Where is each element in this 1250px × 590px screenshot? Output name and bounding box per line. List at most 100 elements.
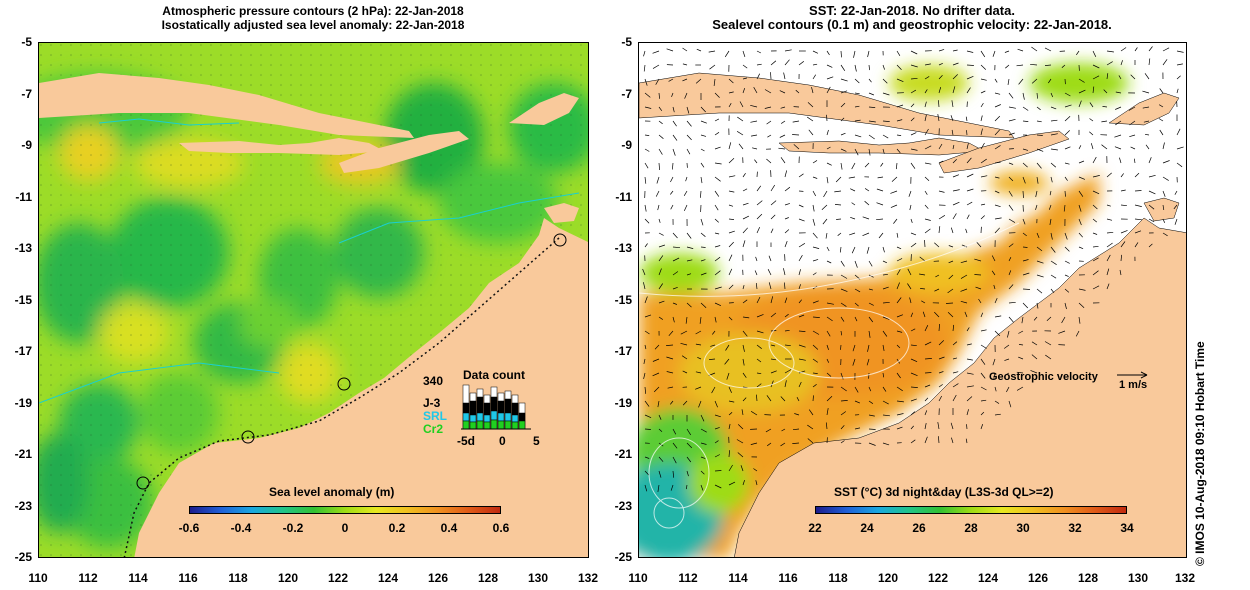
velocity-arrow (742, 344, 745, 352)
velocity-arrow (840, 425, 845, 430)
velocity-arrow (948, 260, 954, 264)
right-xtick: 114 (728, 571, 748, 585)
velocity-arrow (670, 204, 674, 210)
velocity-arrow (1106, 242, 1113, 248)
velocity-arrow (700, 134, 707, 137)
right-ytick: -9 (621, 138, 632, 152)
velocity-arrow (924, 358, 932, 360)
velocity-arrow (992, 358, 996, 366)
velocity-arrow (994, 161, 1001, 164)
velocity-arrow (1134, 190, 1142, 192)
velocity-arrow (714, 162, 722, 165)
velocity-arrow (950, 227, 954, 234)
velocity-arrow (877, 176, 884, 179)
velocity-arrow (808, 409, 814, 416)
velocity-arrow (644, 386, 647, 394)
velocity-arrow (896, 386, 903, 392)
left-ytick: -5 (21, 35, 32, 49)
velocity-arrow (924, 228, 931, 234)
sla-cbar-tick: 0 (341, 521, 349, 535)
velocity-arrow (980, 312, 984, 318)
velocity-arrow (700, 414, 705, 422)
velocity-arrow (1092, 64, 1100, 69)
right-xtick: 116 (778, 571, 798, 585)
velocity-arrow (938, 75, 943, 80)
right-ytick: -23 (614, 499, 632, 513)
velocity-arrow (714, 190, 720, 197)
velocity-arrow (1031, 341, 1038, 346)
velocity-arrow (868, 302, 874, 306)
velocity-arrow (672, 286, 678, 290)
velocity-arrow (658, 218, 661, 223)
velocity-arrow (812, 395, 814, 402)
velocity-arrow (1008, 243, 1014, 248)
velocity-arrow (976, 241, 982, 248)
velocity-arrow (924, 384, 931, 388)
velocity-arrow (1120, 204, 1127, 207)
velocity-arrow (947, 288, 954, 294)
velocity-arrow (714, 316, 717, 323)
velocity-arrow (882, 64, 885, 70)
velocity-arrow (658, 162, 660, 171)
velocity-arrow (728, 103, 732, 108)
velocity-arrow (1004, 50, 1010, 53)
velocity-arrow (728, 157, 735, 164)
velocity-arrow (882, 148, 885, 154)
velocity-arrow (812, 232, 818, 239)
velocity-arrow (714, 146, 721, 150)
velocity-arrow (1018, 330, 1024, 334)
velocity-arrow (938, 49, 945, 52)
velocity-arrow (756, 226, 761, 234)
velocity-arrow (890, 190, 898, 194)
velocity-arrow (1036, 162, 1042, 169)
velocity-arrow (854, 427, 861, 430)
velocity-arrow (938, 395, 943, 402)
velocity-arrow (798, 299, 802, 304)
velocity-arrow (764, 89, 772, 94)
velocity-arrow (728, 78, 734, 84)
velocity-arrow (666, 48, 674, 52)
right-xtick: 122 (927, 571, 949, 585)
velocity-arrow (868, 92, 875, 96)
velocity-arrow (750, 442, 758, 445)
velocity-arrow (854, 288, 861, 293)
right-xtick: 126 (1027, 571, 1049, 585)
velocity-arrow (910, 372, 918, 377)
velocity-arrow (864, 162, 870, 168)
velocity-arrow (756, 296, 761, 304)
velocity-arrow (742, 330, 748, 337)
velocity-arrow (682, 400, 688, 406)
velocity-arrow (685, 484, 688, 490)
velocity-arrow (1134, 47, 1138, 52)
velocity-arrow (952, 371, 959, 374)
velocity-arrow (754, 159, 758, 164)
velocity-arrow (755, 283, 758, 290)
velocity-arrow (840, 162, 843, 170)
velocity-arrow (896, 314, 904, 318)
velocity-arrow (652, 358, 660, 362)
velocity-arrow (1143, 120, 1150, 123)
velocity-arrow (770, 228, 774, 234)
velocity-arrow (1008, 162, 1014, 165)
velocity-arrow (643, 358, 646, 364)
right-map-sst[interactable]: Geostrophic velocity 1 m/s SST (°C) 3d n… (638, 42, 1187, 558)
velocity-arrow (1173, 204, 1178, 210)
velocity-arrow (1115, 120, 1122, 126)
velocity-arrow (1134, 172, 1140, 178)
velocity-arrow (965, 228, 968, 234)
velocity-arrow (686, 246, 694, 249)
velocity-arrow (658, 316, 663, 320)
left-map-sea-level-anomaly[interactable]: 340 Data count J-3 SRL Cr2 (38, 42, 589, 558)
velocity-arrow (868, 330, 871, 338)
velocity-arrow (798, 330, 806, 332)
velocity-arrow (876, 218, 884, 221)
velocity-arrow (808, 129, 814, 136)
velocity-arrow (938, 226, 941, 234)
velocity-arrow (882, 120, 890, 122)
velocity-arrow (882, 414, 890, 417)
velocity-arrow (1008, 270, 1012, 276)
velocity-arrow (850, 216, 856, 220)
left-title-line2: Isostatically adjusted sea level anomaly… (161, 18, 465, 32)
left-ytick: -11 (15, 190, 32, 204)
velocity-arrow (700, 218, 704, 226)
